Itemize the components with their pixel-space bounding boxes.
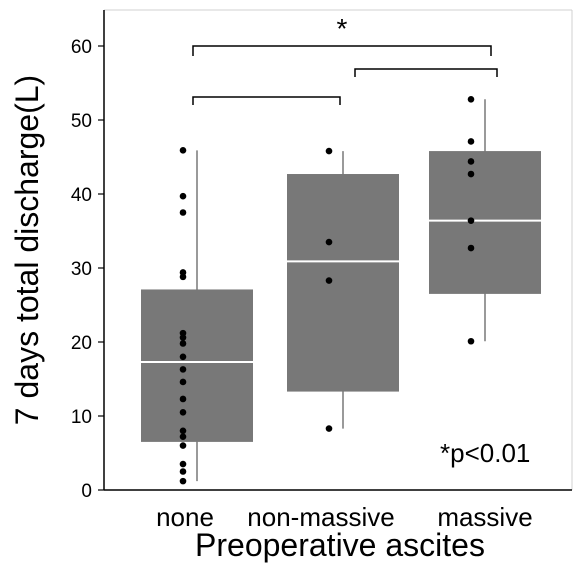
data-point-non-massive [325, 425, 333, 432]
data-point-massive [467, 217, 475, 224]
data-point-none [179, 209, 187, 216]
y-tick-label: 60 [71, 37, 92, 58]
boxes-layer [141, 99, 541, 482]
y-tick-label: 50 [71, 111, 92, 132]
data-point-non-massive [325, 277, 333, 284]
y-axis-title: 7 days total discharge(L) [9, 75, 45, 425]
data-point-none [179, 427, 187, 435]
y-tick-label: 30 [71, 259, 92, 280]
x-category-label: none [156, 502, 214, 532]
data-point-massive [467, 244, 475, 252]
data-point-massive [467, 138, 475, 145]
data-point-none [179, 366, 187, 373]
significance-annotation: *p<0.01 [440, 438, 530, 468]
data-point-none [179, 442, 187, 449]
data-point-none [179, 147, 187, 154]
box-massive [429, 151, 541, 294]
data-point-none [179, 468, 187, 475]
y-axis-ticks: 0 10 20 30 40 50 60 [71, 37, 104, 502]
box-none [141, 289, 253, 442]
data-point-none [179, 329, 187, 337]
data-point-none [179, 409, 187, 416]
significance-brackets: * [192, 13, 498, 105]
data-point-non-massive [325, 147, 333, 155]
x-axis-category-labels: none non-massive massive [156, 502, 533, 532]
x-category-label: non-massive [247, 502, 394, 532]
data-point-none [179, 395, 187, 403]
data-point-none [179, 353, 187, 361]
data-point-none [179, 192, 187, 200]
bracket-none-non-massive [192, 96, 341, 105]
data-point-massive [467, 337, 475, 345]
data-point-massive [467, 158, 475, 165]
bracket-none-massive [192, 45, 492, 56]
x-category-label: massive [437, 502, 532, 532]
bracket-non-massive-massive [354, 68, 498, 77]
data-point-none [179, 477, 187, 485]
x-axis-title: Preoperative ascites [195, 527, 485, 563]
box-non-massive [287, 174, 399, 392]
data-point-none [179, 460, 187, 468]
data-point-non-massive [325, 238, 333, 246]
points-layer [179, 95, 475, 485]
y-tick-label: 0 [81, 481, 92, 502]
data-point-none [179, 269, 187, 276]
data-point-none [179, 378, 187, 386]
significance-star: * [337, 13, 348, 44]
data-point-none [179, 340, 187, 347]
data-point-none [179, 433, 187, 441]
y-tick-label: 20 [71, 333, 92, 354]
y-tick-label: 40 [71, 185, 92, 206]
data-point-massive [467, 170, 475, 178]
data-point-massive [467, 95, 475, 103]
y-tick-label: 10 [71, 407, 92, 428]
